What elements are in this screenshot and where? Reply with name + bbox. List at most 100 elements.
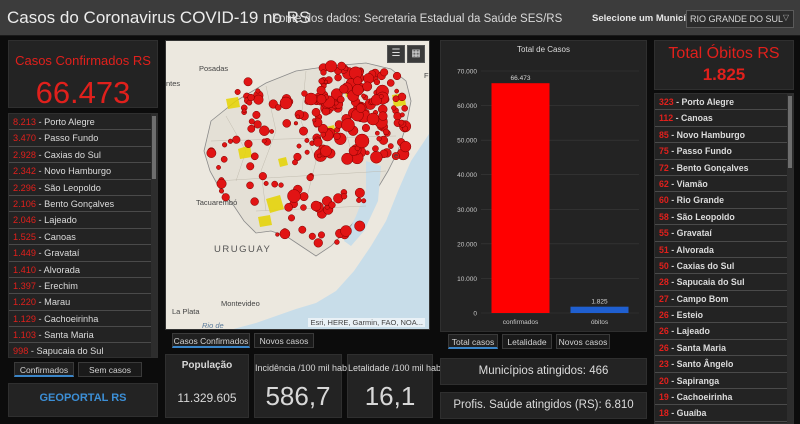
case-count: 26 <box>659 310 669 321</box>
list-item[interactable]: 60 - Rio Grande <box>655 192 789 209</box>
case-bubble <box>279 96 293 110</box>
list-item[interactable]: 19 - Cachoeirinha <box>655 389 789 406</box>
case-bubble <box>247 93 255 102</box>
list-item[interactable]: 85 - Novo Hamburgo <box>655 127 789 144</box>
separator: - <box>668 277 677 288</box>
list-item[interactable]: 1.410 - Alvorada <box>9 262 153 278</box>
list-item[interactable]: 58 - São Leopoldo <box>655 209 789 226</box>
case-count: 2.296 <box>13 182 36 193</box>
city-name: Esteio <box>676 310 704 321</box>
data-label: 66.473 <box>511 75 531 82</box>
list-item[interactable]: 998 - Sapucaia do Sul <box>9 343 153 359</box>
case-bubble <box>373 78 381 86</box>
separator: - <box>36 182 45 193</box>
list-item[interactable]: 8.213 - Porto Alegre <box>9 114 153 131</box>
list-item[interactable]: 28 - Sapucaia do Sul <box>655 274 789 291</box>
list-icon[interactable]: ☰ <box>387 45 405 63</box>
list-item[interactable]: 62 - Viamão <box>655 176 789 193</box>
city-name: Santa Maria <box>44 330 94 341</box>
list-item[interactable]: 26 - Santa Maria <box>655 340 789 357</box>
list-item[interactable]: 2.296 - São Leopoldo <box>9 180 153 196</box>
case-bubble <box>333 132 341 140</box>
cases-map[interactable]: ☰ ▦ Posadas ntes F e Tacuarembó URUGUAY … <box>165 40 430 330</box>
separator: - <box>668 342 677 353</box>
case-count: 2.342 <box>13 166 36 177</box>
list-item[interactable]: 50 - Caxias do Sul <box>655 258 789 275</box>
case-count: 26 <box>659 326 669 337</box>
scrollbar-thumb[interactable] <box>152 116 156 180</box>
list-item[interactable]: 51 - Alvorada <box>655 242 789 258</box>
deaths-by-city-list[interactable]: 323 - Porto Alegre 112 - Canoas 85 - Novo … <box>655 94 789 424</box>
deaths-title: Total Óbitos RS <box>668 45 780 62</box>
chart-canvas: 0 10.000 20.000 30.000 40.000 50.000 60.000 70.… <box>457 69 639 326</box>
list-item[interactable]: 23 - Santo Ângelo <box>655 356 789 373</box>
municipality-select[interactable]: RIO GRANDE DO SUL ▽ <box>686 10 794 28</box>
case-bubble <box>304 138 310 143</box>
city-name: Lajeado <box>676 326 710 337</box>
case-count: 28 <box>659 277 669 288</box>
case-bubble <box>292 159 298 166</box>
list-item[interactable]: 1.449 - Gravataí <box>9 245 153 262</box>
tab-confirmados[interactable]: Confirmados <box>14 362 74 377</box>
bar-1 <box>570 306 629 313</box>
y-tick-label: 0 <box>473 311 477 318</box>
list-item[interactable]: 55 - Gravataí <box>655 225 789 242</box>
list-item[interactable]: 2.928 - Caxias do Sul <box>9 147 153 164</box>
list-item[interactable]: 2.342 - Novo Hamburgo <box>9 163 153 180</box>
case-count: 20 <box>659 375 669 386</box>
tab-novos-casos-chart[interactable]: Novos casos <box>556 334 610 349</box>
separator: - <box>36 149 45 160</box>
tab-casos-confirmados[interactable]: Casos Confirmados <box>172 333 250 348</box>
list-item[interactable]: 27 - Campo Bom <box>655 291 789 308</box>
confirmed-list-scrollbar[interactable] <box>151 114 157 357</box>
header-bar: Casos do Coronavirus COVID-19 no RS Font… <box>0 0 800 36</box>
case-bubble <box>372 145 379 152</box>
case-bubble <box>340 193 348 200</box>
grid-icon[interactable]: ▦ <box>407 45 425 63</box>
list-item[interactable]: 112 - Canoas <box>655 110 789 127</box>
case-bubble <box>339 84 349 94</box>
case-bubble <box>356 103 366 113</box>
city-name: Porto Alegre <box>44 117 95 127</box>
case-bubble <box>318 78 325 85</box>
confirmed-by-city-list[interactable]: 8.213 - Porto Alegre 3.470 - Passo Fundo 2… <box>9 114 153 359</box>
list-item[interactable]: 1.103 - Santa Maria <box>9 327 153 344</box>
city-name: Gravataí <box>676 228 712 239</box>
case-count: 60 <box>659 195 669 206</box>
deaths-list-scrollbar[interactable] <box>787 94 793 423</box>
list-item[interactable]: 26 - Esteio <box>655 307 789 324</box>
list-item[interactable]: 1.220 - Marau <box>9 294 153 311</box>
x-tick-label: óbitos <box>591 319 609 326</box>
separator: - <box>673 113 682 124</box>
list-item[interactable]: 18 - Guaíba <box>655 405 789 422</box>
case-bubble <box>220 155 228 163</box>
list-item[interactable]: 2.046 - Lajeado <box>9 212 153 229</box>
incidence-value: 586,7 <box>265 381 331 411</box>
tab-letalidade[interactable]: Letalidade <box>502 334 552 349</box>
case-bubble <box>352 84 364 96</box>
tab-novos-casos[interactable]: Novos casos <box>254 333 314 348</box>
list-item[interactable]: 1.129 - Cachoeirinha <box>9 311 153 328</box>
list-item[interactable]: 323 - Porto Alegre <box>655 94 789 111</box>
list-item[interactable]: 75 - Passo Fundo <box>655 143 789 160</box>
separator: - <box>36 166 45 177</box>
case-bubble <box>334 239 340 245</box>
tab-sem-casos[interactable]: Sem casos <box>78 362 142 377</box>
case-count: 1.220 <box>13 297 36 308</box>
case-bubble <box>255 88 261 94</box>
case-count: 3.470 <box>13 133 36 144</box>
geoportal-link[interactable]: GEOPORTAL RS <box>8 383 158 417</box>
list-item[interactable]: 2.106 - Bento Gonçalves <box>9 196 153 213</box>
tab-total-casos[interactable]: Total casos <box>448 334 498 349</box>
city-name: Caxias do Sul <box>676 260 735 271</box>
list-item[interactable]: 1.525 - Canoas <box>9 229 153 246</box>
list-item[interactable]: 20 - Sapiranga <box>655 373 789 390</box>
case-count: 85 <box>659 129 669 140</box>
list-item[interactable]: 26 - Lajeado <box>655 323 789 340</box>
list-item[interactable]: 3.470 - Passo Fundo <box>9 130 153 147</box>
data-source-text: Fonte dos dados: Secretaria Estadual da … <box>272 13 563 25</box>
list-item[interactable]: 1.397 - Erechim <box>9 278 153 295</box>
separator: - <box>668 162 677 173</box>
scrollbar-thumb[interactable] <box>788 96 792 169</box>
list-item[interactable]: 72 - Bento Gonçalves <box>655 160 789 176</box>
